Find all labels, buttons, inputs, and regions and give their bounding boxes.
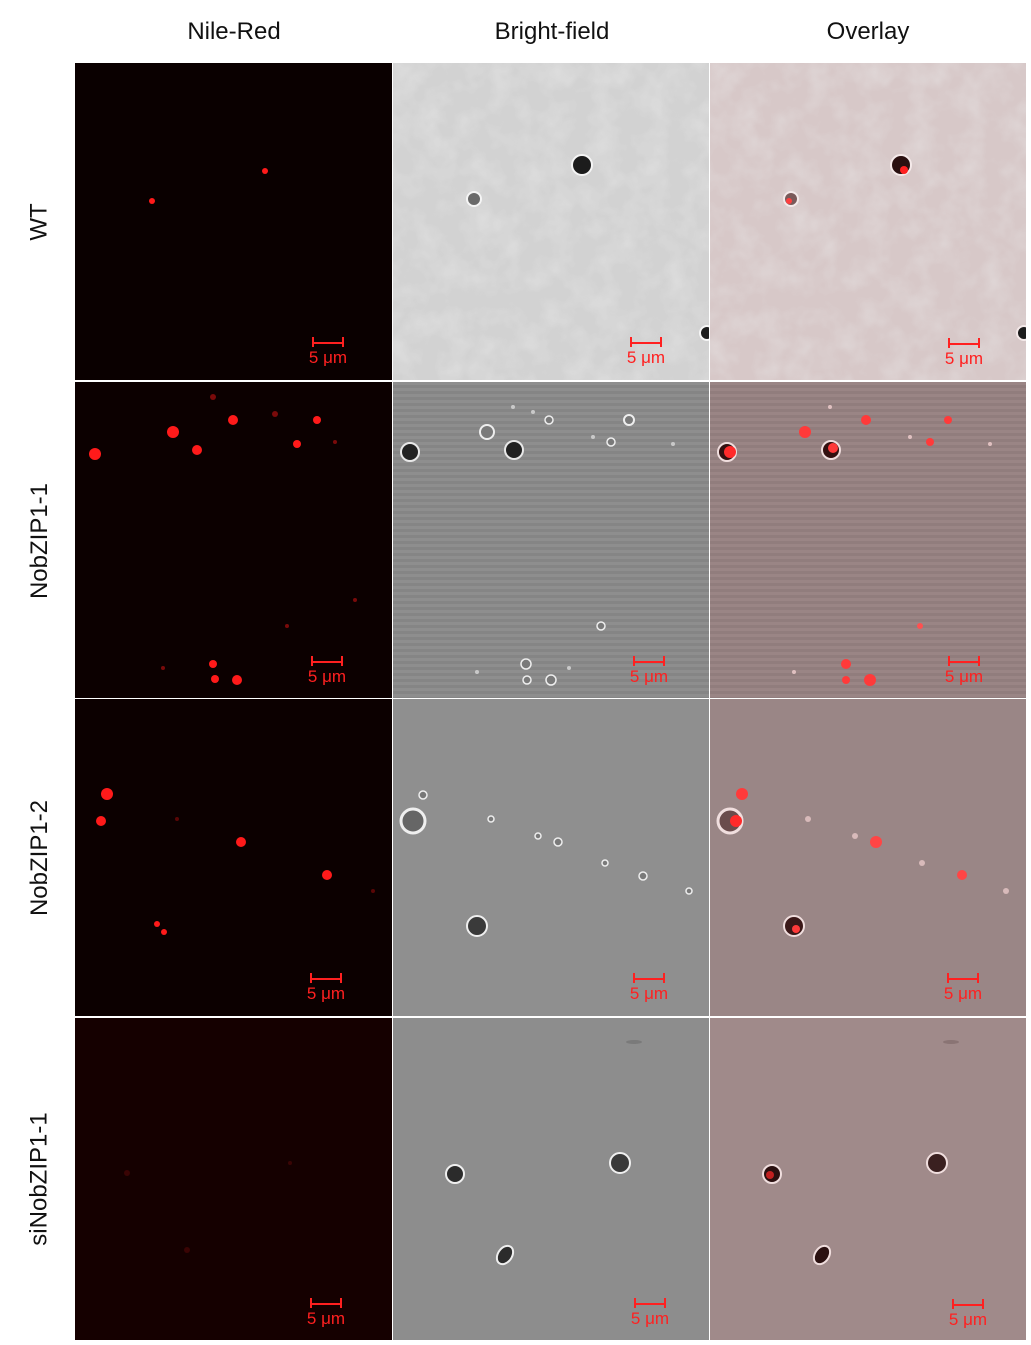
panel-sinobzip1-1-bright-field	[393, 1018, 709, 1340]
grid-divider	[75, 1016, 1026, 1018]
panel-wt-bright-field	[393, 63, 709, 380]
scale-bar: 5 μm	[298, 337, 358, 367]
scale-bar: 5 μm	[933, 973, 993, 1003]
panel-nobzip1-1-overlay	[710, 382, 1026, 698]
scale-bar: 5 μm	[619, 973, 679, 1003]
column-header-overlay: Overlay	[826, 18, 910, 45]
panel-wt-nile-red	[75, 63, 392, 380]
column-header-bright-field: Bright-field	[494, 18, 610, 45]
scale-bar: 5 μm	[934, 656, 994, 686]
panel-sinobzip1-1-nile-red	[75, 1018, 392, 1340]
scale-bar: 5 μm	[934, 338, 994, 368]
scale-bar: 5 μm	[620, 1298, 680, 1328]
panel-nobzip1-1-bright-field	[393, 382, 709, 698]
scale-bar: 5 μm	[296, 973, 356, 1003]
row-label-sinobzip1-1: siNobZIP1-1	[26, 1112, 54, 1246]
scale-bar: 5 μm	[297, 656, 357, 686]
panel-wt-overlay	[710, 63, 1026, 380]
panel-nobzip1-1-nile-red	[75, 382, 392, 698]
scale-bar: 5 μm	[616, 337, 676, 367]
panel-nobzip1-2-bright-field	[393, 699, 709, 1016]
scale-bar: 5 μm	[938, 1299, 998, 1329]
row-label-nobzip1-1: NobZIP1-1	[26, 482, 53, 599]
row-label-nobzip1-2: NobZIP1-2	[26, 799, 53, 916]
scale-bar: 5 μm	[296, 1298, 356, 1328]
panel-sinobzip1-1-overlay	[710, 1018, 1026, 1340]
row-label-wt: WT	[26, 202, 53, 241]
panel-nobzip1-2-nile-red	[75, 699, 392, 1016]
panel-nobzip1-2-overlay	[710, 699, 1026, 1016]
column-header-nile-red: Nile-Red	[187, 18, 281, 45]
scale-bar: 5 μm	[619, 656, 679, 686]
grid-divider	[75, 380, 1026, 382]
